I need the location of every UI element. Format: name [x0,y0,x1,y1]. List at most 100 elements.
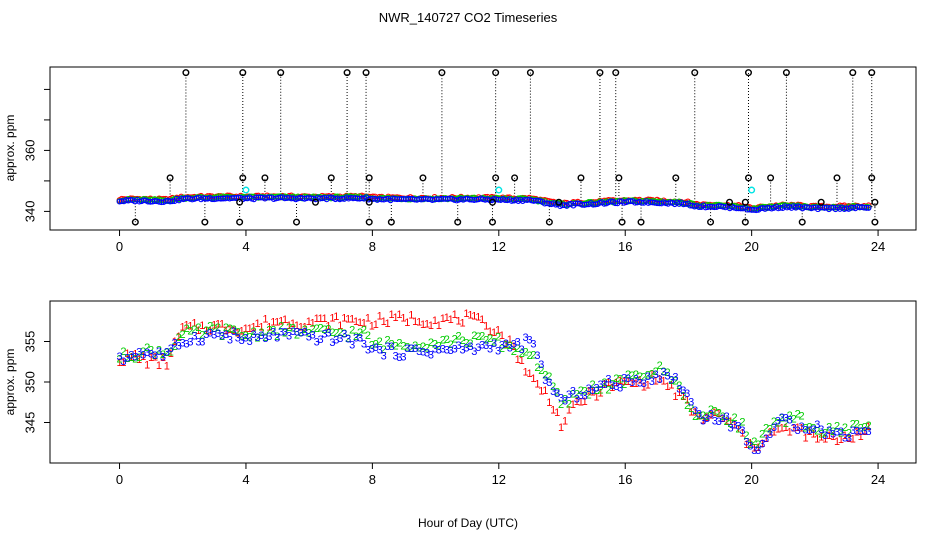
bottom-point-3: 3 [227,334,233,346]
bottom-point-1: 1 [266,322,272,334]
bottom-point-1: 1 [554,407,560,419]
bottom-point-1: 1 [763,433,769,445]
bottom-point-3: 3 [779,412,785,424]
bottom-point-2: 2 [495,332,501,344]
bottom-point-3: 3 [258,330,264,342]
bottom-point-2: 2 [306,327,312,339]
bottom-point-2: 2 [294,330,300,342]
bottom-point-1: 1 [791,423,797,435]
bottom-point-2: 2 [523,347,529,359]
bottom-point-2: 2 [365,330,371,342]
top-point-cyan [242,186,250,194]
bottom-point-2: 2 [187,325,193,337]
bottom-point-3: 3 [251,329,257,341]
bottom-point-3: 3 [523,332,529,344]
bottom-point-1: 1 [302,322,308,334]
bottom-point-1: 1 [842,430,848,442]
bottom-y-axis-label: approx. ppm [3,349,17,416]
bottom-point-3: 3 [739,425,745,437]
bottom-point-2: 2 [274,331,280,343]
bottom-point-1: 1 [664,381,670,393]
bottom-point-1: 1 [144,359,150,371]
bottom-point-3: 3 [724,411,730,423]
bottom-point-2: 2 [511,346,517,358]
bottom-point-3: 3 [605,373,611,385]
top-point-black [615,174,623,182]
top-x-tick-label: 4 [242,239,249,254]
bottom-point-2: 2 [578,385,584,397]
bottom-point-2: 2 [227,323,233,335]
bottom-point-2: 2 [633,369,639,381]
top-panel: 0 4 8 12 16 20 24 340 360 approx. ppm [3,66,917,254]
bottom-point-1: 1 [609,382,615,394]
bottom-point-3: 3 [862,426,868,438]
bottom-point-3: 3 [262,333,268,345]
bottom-point-1: 1 [787,427,793,439]
bottom-point-2: 2 [696,410,702,422]
bottom-point-1: 1 [396,309,402,321]
bottom-point-1: 1 [649,369,655,381]
bottom-point-1: 1 [530,373,536,385]
bottom-point-3: 3 [684,388,690,400]
bottom-point-1: 1 [708,410,714,422]
bottom-point-3: 3 [160,352,166,364]
bottom-point-1: 1 [668,380,674,392]
bottom-y-tick-label: 355 [22,331,37,353]
bottom-point-1: 1 [448,314,454,326]
bottom-point-1: 1 [747,437,753,449]
bottom-point-3: 3 [515,337,521,349]
bottom-point-2: 2 [609,378,615,390]
top-point-black [131,218,139,226]
bottom-point-1: 1 [254,318,260,330]
bottom-point-3: 3 [124,353,130,365]
bottom-point-1: 1 [243,323,249,335]
bottom-point-3: 3 [609,380,615,392]
bottom-point-1: 1 [692,407,698,419]
top-point-black [596,69,604,77]
bottom-point-1: 1 [712,407,718,419]
bottom-point-1: 1 [503,339,509,351]
bottom-point-3: 3 [400,351,406,363]
bottom-point-2: 2 [436,341,442,353]
bottom-point-2: 2 [180,329,186,341]
bottom-point-2: 2 [538,365,544,377]
bottom-point-1: 1 [377,310,383,322]
bottom-point-2: 2 [728,418,734,430]
bottom-point-1: 1 [866,421,872,433]
bottom-point-1: 1 [325,320,331,332]
bottom-point-2: 2 [668,375,674,387]
bottom-point-2: 2 [385,335,391,347]
bottom-point-3: 3 [649,376,655,388]
top-point-black [817,198,825,206]
bottom-point-1: 1 [385,318,391,330]
bottom-point-1: 1 [187,320,193,332]
bottom-point-3: 3 [195,336,201,348]
bottom-point-1: 1 [578,396,584,408]
bottom-point-3: 3 [866,426,872,438]
bottom-point-3: 3 [361,339,367,351]
top-point-black [236,198,244,206]
bottom-point-3: 3 [377,344,383,356]
bottom-point-1: 1 [227,324,233,336]
bottom-point-3: 3 [365,344,371,356]
bottom-point-3: 3 [329,337,335,349]
bottom-point-2: 2 [440,335,446,347]
top-point-black [672,174,680,182]
bottom-point-1: 1 [739,427,745,439]
bottom-point-1: 1 [700,415,706,427]
bottom-point-2: 2 [542,369,548,381]
bottom-point-3: 3 [657,374,663,386]
bottom-point-3: 3 [152,350,158,362]
bottom-point-3: 3 [168,343,174,355]
bottom-point-3: 3 [325,327,331,339]
bottom-point-3: 3 [534,350,540,362]
bottom-point-2: 2 [310,323,316,335]
bottom-point-3: 3 [586,383,592,395]
bottom-point-1: 1 [231,325,237,337]
bottom-point-1: 1 [321,313,327,325]
top-point-black [201,218,209,226]
bottom-point-2: 2 [353,331,359,343]
bottom-point-3: 3 [574,394,580,406]
bottom-point-3: 3 [369,343,375,355]
top-point-black [871,198,879,206]
